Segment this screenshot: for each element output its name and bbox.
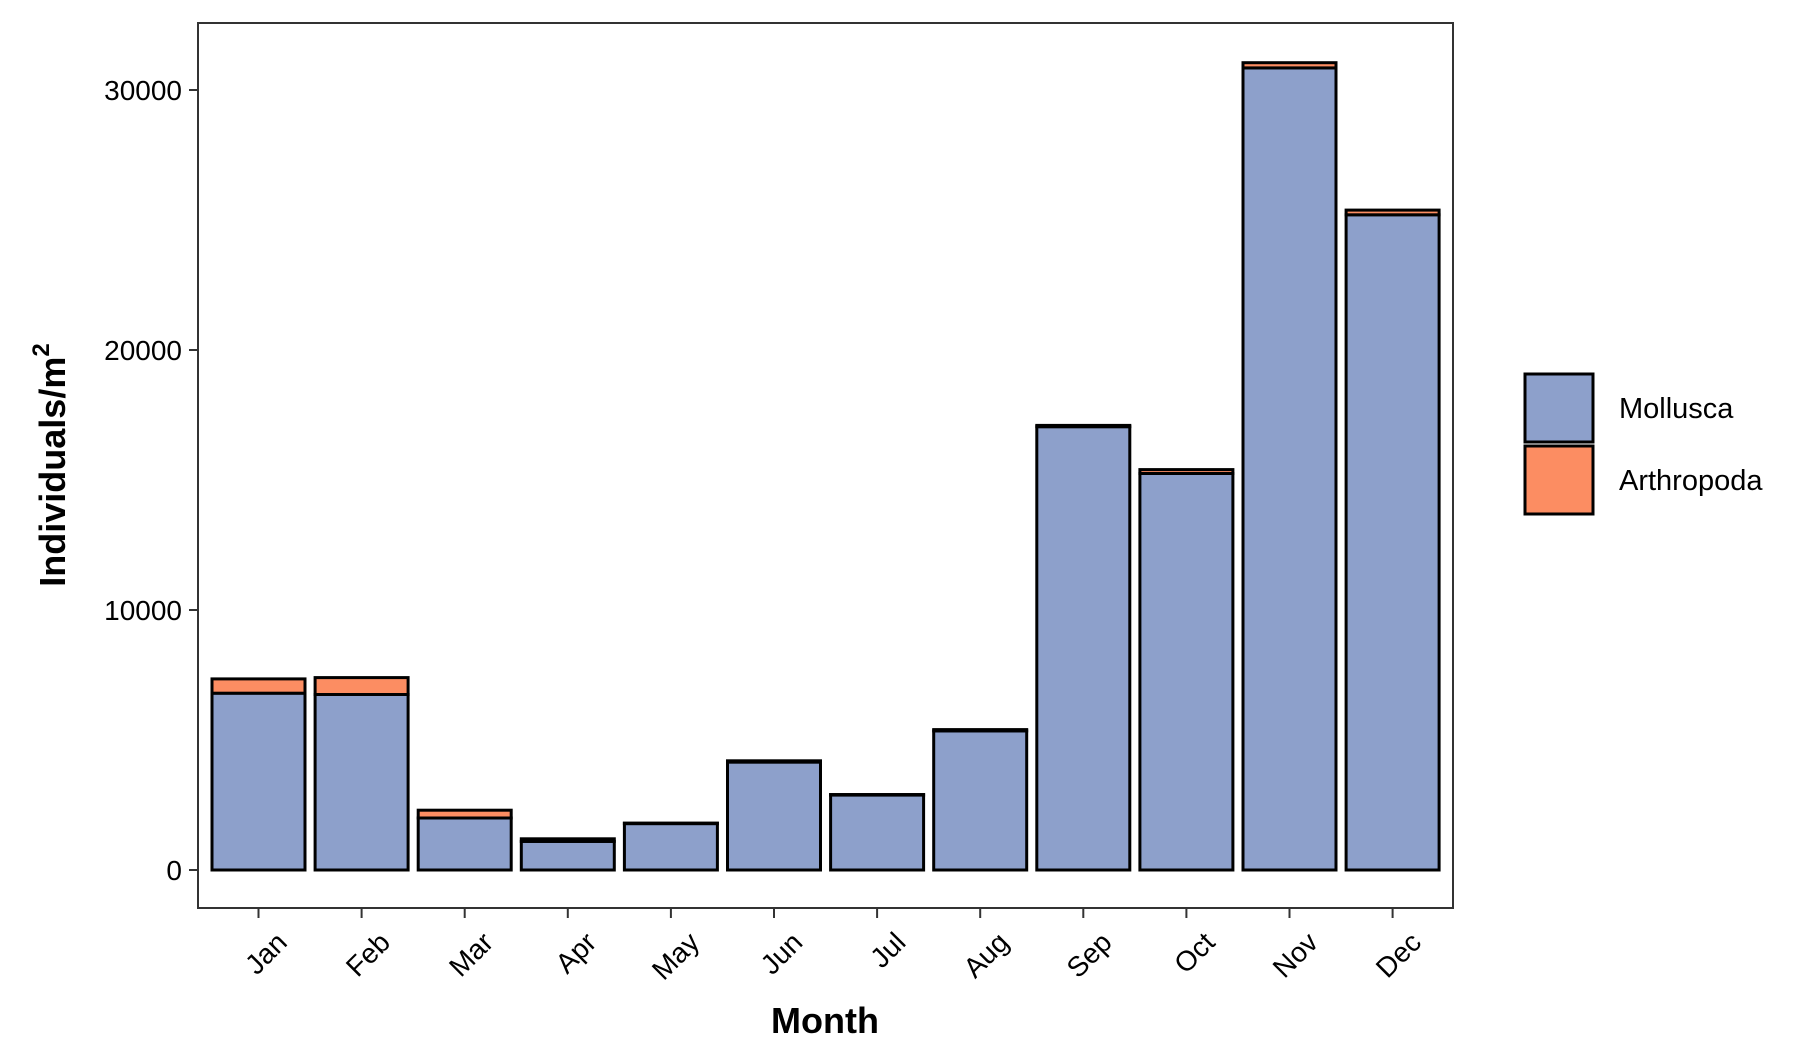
bar-arthropoda-jun (726, 759, 822, 764)
bar-arthropoda-dec (1344, 208, 1441, 217)
y-axis-title: Individuals/m2 (28, 343, 73, 586)
bar-mollusca-nov (1241, 66, 1338, 872)
x-tick-label-mar: Mar (443, 926, 499, 982)
bar-arthropoda-may (622, 821, 719, 826)
y-axis: 0 10000 20000 30000 (104, 75, 198, 886)
bar-mollusca-jul (829, 793, 926, 872)
bar-arthropoda-mar (416, 808, 513, 820)
y-axis-title-superscript: 2 (28, 343, 55, 356)
bar-arthropoda-oct (1138, 468, 1235, 476)
plot-panel-border (197, 22, 1454, 909)
x-tick-label-dec: Dec (1370, 926, 1427, 983)
x-tick-label-jun: Jun (755, 926, 809, 980)
y-tick-label: 20000 (104, 335, 182, 366)
bar-arthropoda-sep (1035, 423, 1132, 429)
x-tick-label-apr: Apr (549, 926, 602, 979)
x-tick-label-oct: Oct (1168, 926, 1221, 979)
bar-mollusca-dec (1344, 213, 1441, 872)
bar-mollusca-oct (1138, 472, 1235, 872)
bar-mollusca-apr (519, 839, 616, 872)
bar-arthropoda-feb (313, 676, 410, 696)
x-tick-label-nov: Nov (1267, 926, 1324, 983)
bar-arthropoda-nov (1241, 61, 1338, 70)
bar-mollusca-jun (726, 760, 822, 872)
bar-mollusca-may (622, 821, 719, 872)
bar-arthropoda-aug (932, 728, 1029, 733)
y-tick-label: 10000 (104, 595, 182, 626)
legend: Mollusca Arthropoda (1523, 372, 1763, 516)
y-axis-title-main: Individuals/m (32, 357, 73, 587)
bar-mollusca-feb (313, 693, 410, 872)
bar-mollusca-sep (1035, 425, 1132, 872)
bar-mollusca-jan (210, 691, 307, 872)
bar-arthropoda-jul (829, 793, 926, 797)
x-tick-label-feb: Feb (340, 926, 396, 982)
bars-layer (210, 61, 1441, 872)
x-axis-title: Month (771, 1000, 879, 1041)
x-tick-label-jul: Jul (864, 926, 911, 973)
x-tick-label-jan: Jan (239, 926, 293, 980)
legend-key-mollusca (1523, 372, 1595, 444)
legend-label-arthropoda: Arthropoda (1619, 465, 1763, 497)
bar-arthropoda-apr (519, 837, 616, 843)
x-tick-label-may: May (646, 926, 705, 985)
x-tick-label-sep: Sep (1061, 926, 1118, 983)
bar-mollusca-aug (932, 729, 1029, 872)
y-tick-label: 0 (166, 855, 182, 886)
y-tick-label: 30000 (104, 75, 182, 106)
legend-label-mollusca: Mollusca (1619, 393, 1734, 425)
legend-key-arthropoda (1523, 444, 1595, 516)
bar-mollusca-mar (416, 816, 513, 872)
x-tick-label-aug: Aug (957, 926, 1014, 983)
x-axis: Jan Feb Mar Apr May Jun Jul Aug Sep Oct Nov Dec (239, 908, 1427, 986)
bar-arthropoda-jan (210, 677, 307, 695)
